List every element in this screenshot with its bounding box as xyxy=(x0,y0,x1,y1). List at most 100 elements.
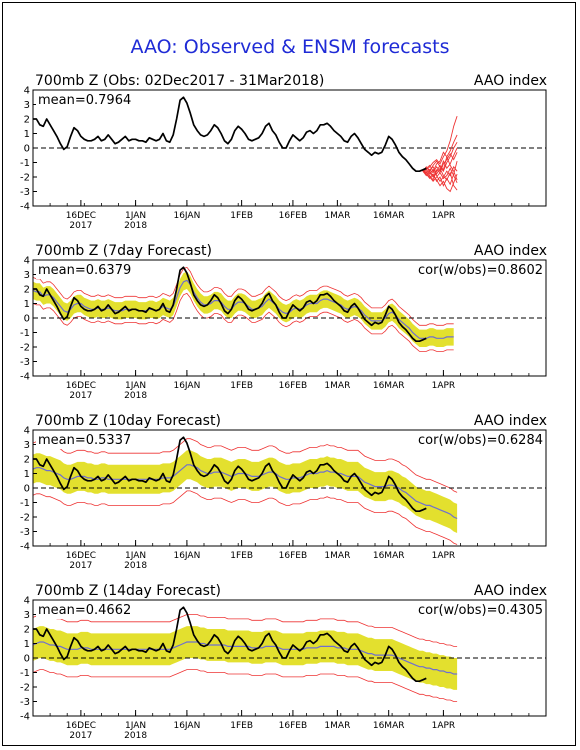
y-tick-label: -1 xyxy=(20,328,30,339)
x-tick-label: 16MAR xyxy=(373,211,405,221)
x-tick-year-label: 2017 xyxy=(69,391,92,401)
page-title: AAO: Observed & ENSM forecasts xyxy=(130,36,450,58)
mean-label-background xyxy=(36,602,134,619)
x-tick-label: 16JAN xyxy=(173,551,200,561)
x-tick-label: 1FEB xyxy=(230,551,253,561)
observed-line xyxy=(33,266,427,343)
y-tick-label: -1 xyxy=(20,498,30,509)
x-tick-label: 16JAN xyxy=(173,211,200,221)
y-tick-label: 4 xyxy=(24,256,30,267)
x-tick-year-label: 2018 xyxy=(124,221,147,231)
y-tick-label: 4 xyxy=(24,86,30,97)
x-tick-year-label: 2017 xyxy=(69,731,92,741)
envelope-lower-line xyxy=(32,292,454,352)
panel-title: 700mb Z (14day Forecast) xyxy=(35,583,221,599)
correlation-label-background xyxy=(416,432,545,449)
observed-line xyxy=(33,436,427,513)
correlation-label-background xyxy=(416,602,545,619)
x-tick-label: 16MAR xyxy=(373,721,405,731)
chart-panel-1: 700mb Z (Obs: 02Dec2017 - 31Mar2018) AAO … xyxy=(20,73,547,231)
x-tick-label: 1MAR xyxy=(324,381,350,391)
y-tick-label: 3 xyxy=(24,440,30,451)
envelope-lower-line xyxy=(32,490,458,545)
correlation-label: cor(w/obs)=0.6284 xyxy=(418,433,543,448)
y-tick-label: 2 xyxy=(24,455,30,466)
ensemble-member-line xyxy=(422,115,458,172)
correlation-label: cor(w/obs)=0.8602 xyxy=(418,263,543,278)
correlation-label: cor(w/obs)=0.4305 xyxy=(418,603,543,618)
y-tick-label: -4 xyxy=(20,202,30,213)
mean-label-background xyxy=(36,92,134,109)
x-tick-year-label: 2017 xyxy=(69,221,92,231)
panel-title: 700mb Z (7day Forecast) xyxy=(35,243,212,259)
chart-panel-4: 700mb Z (14day Forecast) AAO index 4 3 2 1 0 -1… xyxy=(20,583,547,741)
y-tick-label: -3 xyxy=(20,357,30,368)
y-tick-label: -4 xyxy=(20,712,30,723)
x-tick-year-label: 2017 xyxy=(69,561,92,571)
chart-panel-2: 700mb Z (7day Forecast) AAO index 4 3 2 1 0 -1 -… xyxy=(20,243,547,401)
x-tick-label: 16DEC xyxy=(66,551,96,561)
x-tick-label: 16FEB xyxy=(279,381,308,391)
y-tick-label: 1 xyxy=(24,469,30,480)
x-tick-label: 16DEC xyxy=(66,381,96,391)
x-tick-label: 1FEB xyxy=(230,381,253,391)
y-tick-label: 2 xyxy=(24,285,30,296)
panel-index-label: AAO index xyxy=(474,73,547,89)
ensemble-member-line xyxy=(422,147,458,174)
x-tick-label: 1APR xyxy=(432,551,456,561)
y-tick-label: -1 xyxy=(20,668,30,679)
y-tick-label: -1 xyxy=(20,158,30,169)
x-tick-year-label: 2018 xyxy=(124,391,147,401)
observed-line xyxy=(33,606,427,683)
y-tick-label: -3 xyxy=(20,697,30,708)
y-tick-label: -2 xyxy=(20,343,30,354)
observed-line xyxy=(33,96,427,173)
ensemble-member-line xyxy=(422,134,458,181)
mean-value-label: mean=0.6379 xyxy=(38,263,131,278)
y-tick-label: 3 xyxy=(24,100,30,111)
x-tick-label: 16FEB xyxy=(279,211,308,221)
envelope-upper-line xyxy=(32,266,454,326)
ensemble-member-line xyxy=(422,165,458,183)
y-tick-label: 2 xyxy=(24,115,30,126)
x-tick-label: 16MAR xyxy=(373,381,405,391)
ensemble-member-line xyxy=(422,160,458,187)
y-tick-label: -4 xyxy=(20,542,30,553)
ensemble-member-line xyxy=(422,151,458,181)
y-tick-label: 1 xyxy=(24,299,30,310)
panel-title: 700mb Z (10day Forecast) xyxy=(35,413,221,429)
panel-title: 700mb Z (Obs: 02Dec2017 - 31Mar2018) xyxy=(35,73,324,89)
y-tick-label: 3 xyxy=(24,270,30,281)
y-tick-label: 0 xyxy=(24,314,30,325)
x-tick-label: 16DEC xyxy=(66,721,96,731)
x-tick-label: 16DEC xyxy=(66,211,96,221)
x-tick-year-label: 2018 xyxy=(124,561,147,571)
panel-index-label: AAO index xyxy=(474,413,547,429)
x-tick-label: 1APR xyxy=(432,381,456,391)
y-tick-label: 3 xyxy=(24,610,30,621)
ensemble-member-line xyxy=(422,166,458,191)
mean-value-label: mean=0.4662 xyxy=(38,603,131,618)
panel-index-label: AAO index xyxy=(474,243,547,259)
x-tick-label: 16FEB xyxy=(279,721,308,731)
x-tick-label: 1JAN xyxy=(125,551,146,561)
y-tick-label: -3 xyxy=(20,187,30,198)
y-tick-label: 0 xyxy=(24,654,30,665)
x-tick-label: 16JAN xyxy=(173,721,200,731)
x-tick-label: 1FEB xyxy=(230,211,253,221)
x-tick-label: 1JAN xyxy=(125,381,146,391)
spread-band xyxy=(33,271,454,347)
x-tick-label: 1APR xyxy=(432,211,456,221)
spread-band xyxy=(33,450,458,533)
y-tick-label: 4 xyxy=(24,426,30,437)
y-tick-label: -4 xyxy=(20,372,30,383)
x-tick-year-label: 2018 xyxy=(124,731,147,741)
panel-index-label: AAO index xyxy=(474,583,547,599)
x-tick-label: 16MAR xyxy=(373,551,405,561)
y-tick-label: 1 xyxy=(24,639,30,650)
envelope-upper-line xyxy=(32,614,458,647)
x-tick-label: 1MAR xyxy=(324,551,350,561)
y-tick-label: -2 xyxy=(20,513,30,524)
x-tick-label: 16JAN xyxy=(173,381,200,391)
mean-label-background xyxy=(36,262,134,279)
